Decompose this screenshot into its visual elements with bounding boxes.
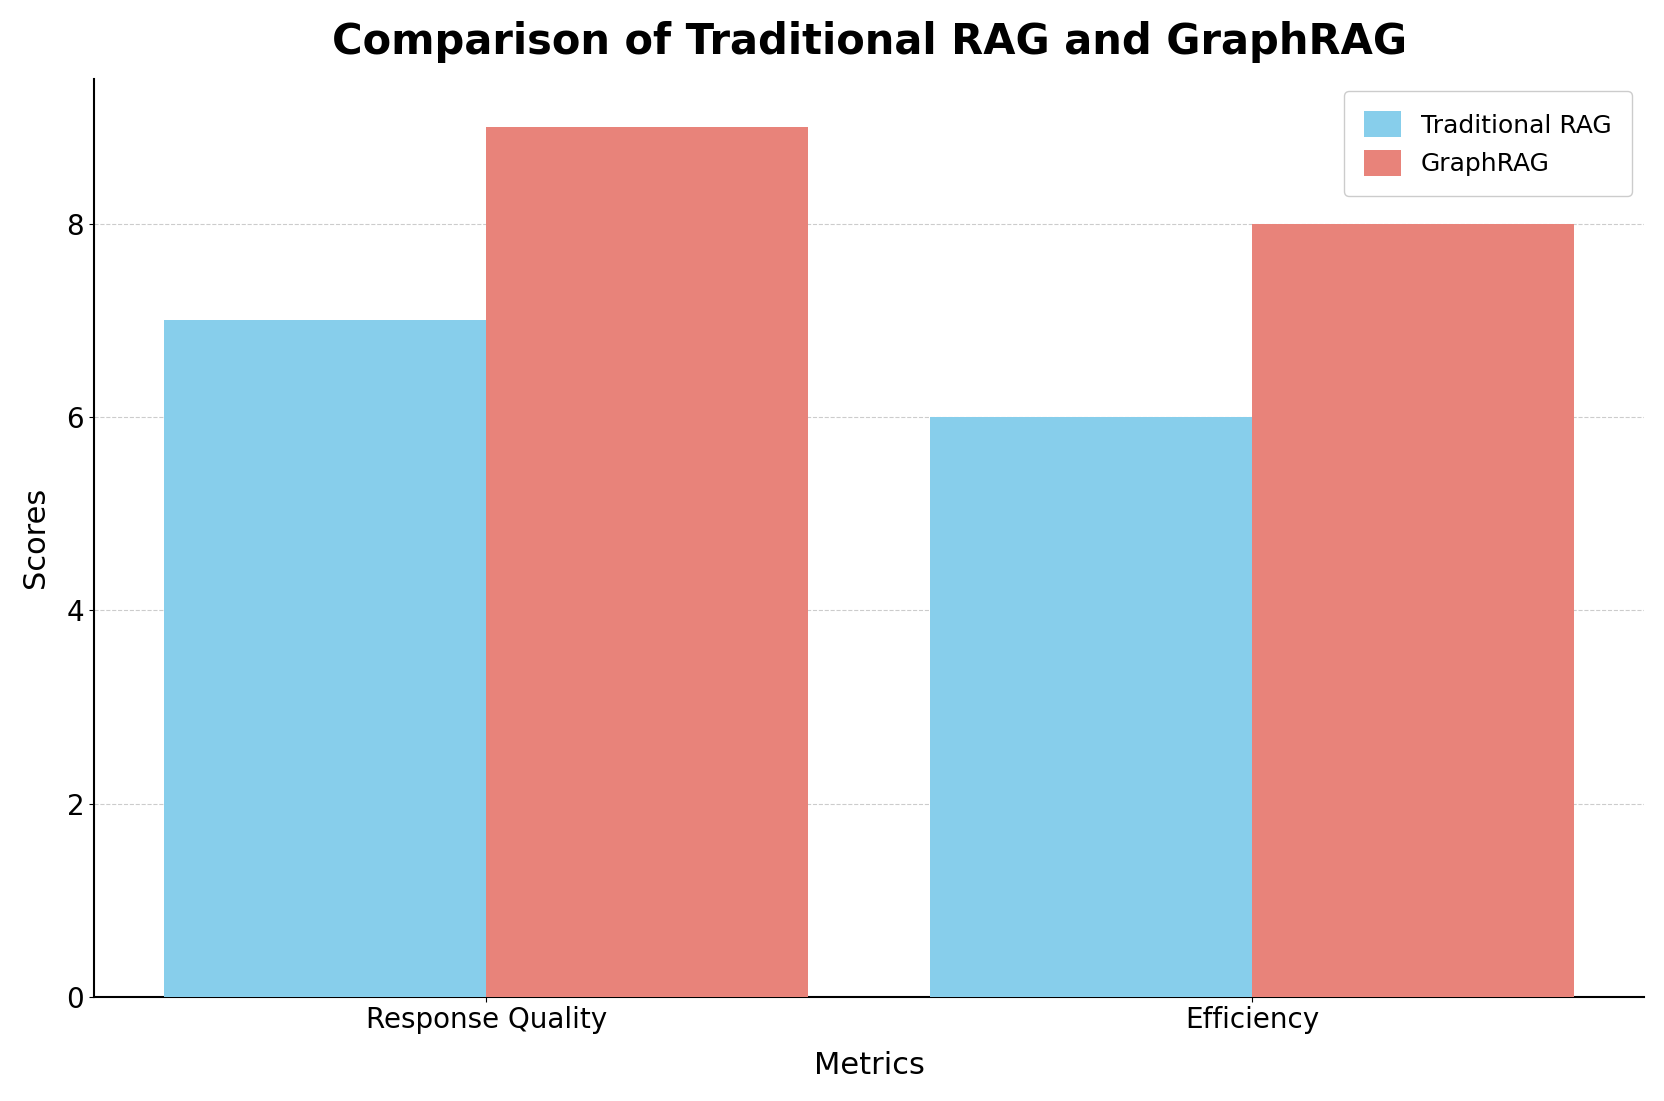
Bar xyxy=(930,417,1251,996)
Legend: Traditional RAG, GraphRAG: Traditional RAG, GraphRAG xyxy=(1343,91,1631,196)
X-axis label: Metrics: Metrics xyxy=(814,1051,924,1080)
Title: Comparison of Traditional RAG and GraphRAG: Comparison of Traditional RAG and GraphR… xyxy=(331,21,1406,63)
Bar xyxy=(1251,224,1572,996)
Bar xyxy=(486,127,807,996)
Bar xyxy=(165,320,486,996)
Y-axis label: Scores: Scores xyxy=(22,487,50,588)
